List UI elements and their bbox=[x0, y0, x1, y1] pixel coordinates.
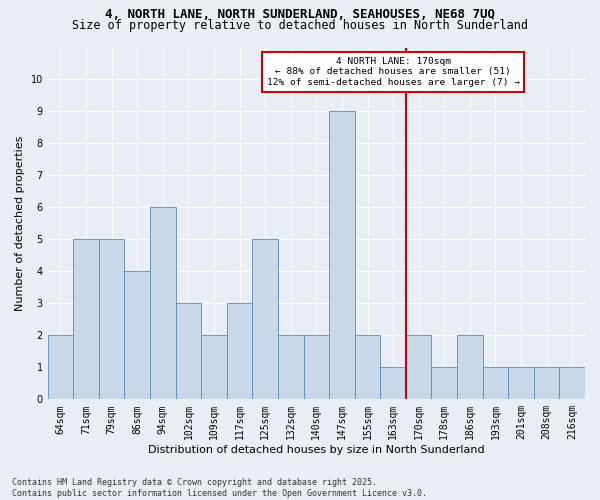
Bar bbox=[380, 368, 406, 400]
Bar bbox=[47, 336, 73, 400]
Bar bbox=[329, 112, 355, 400]
Bar bbox=[124, 272, 150, 400]
Bar bbox=[150, 208, 176, 400]
Bar bbox=[431, 368, 457, 400]
Bar bbox=[355, 336, 380, 400]
Text: Size of property relative to detached houses in North Sunderland: Size of property relative to detached ho… bbox=[72, 18, 528, 32]
Bar bbox=[73, 240, 99, 400]
Bar bbox=[457, 336, 482, 400]
Text: 4 NORTH LANE: 170sqm
← 88% of detached houses are smaller (51)
12% of semi-detac: 4 NORTH LANE: 170sqm ← 88% of detached h… bbox=[266, 57, 520, 87]
Bar bbox=[482, 368, 508, 400]
Bar bbox=[278, 336, 304, 400]
Bar bbox=[99, 240, 124, 400]
Bar bbox=[559, 368, 585, 400]
Bar bbox=[534, 368, 559, 400]
Y-axis label: Number of detached properties: Number of detached properties bbox=[15, 136, 25, 311]
Bar bbox=[253, 240, 278, 400]
Bar bbox=[176, 304, 201, 400]
Bar bbox=[304, 336, 329, 400]
Bar bbox=[406, 336, 431, 400]
Text: Contains HM Land Registry data © Crown copyright and database right 2025.
Contai: Contains HM Land Registry data © Crown c… bbox=[12, 478, 427, 498]
Bar bbox=[508, 368, 534, 400]
X-axis label: Distribution of detached houses by size in North Sunderland: Distribution of detached houses by size … bbox=[148, 445, 485, 455]
Text: 4, NORTH LANE, NORTH SUNDERLAND, SEAHOUSES, NE68 7UQ: 4, NORTH LANE, NORTH SUNDERLAND, SEAHOUS… bbox=[105, 8, 495, 20]
Bar bbox=[201, 336, 227, 400]
Bar bbox=[227, 304, 253, 400]
